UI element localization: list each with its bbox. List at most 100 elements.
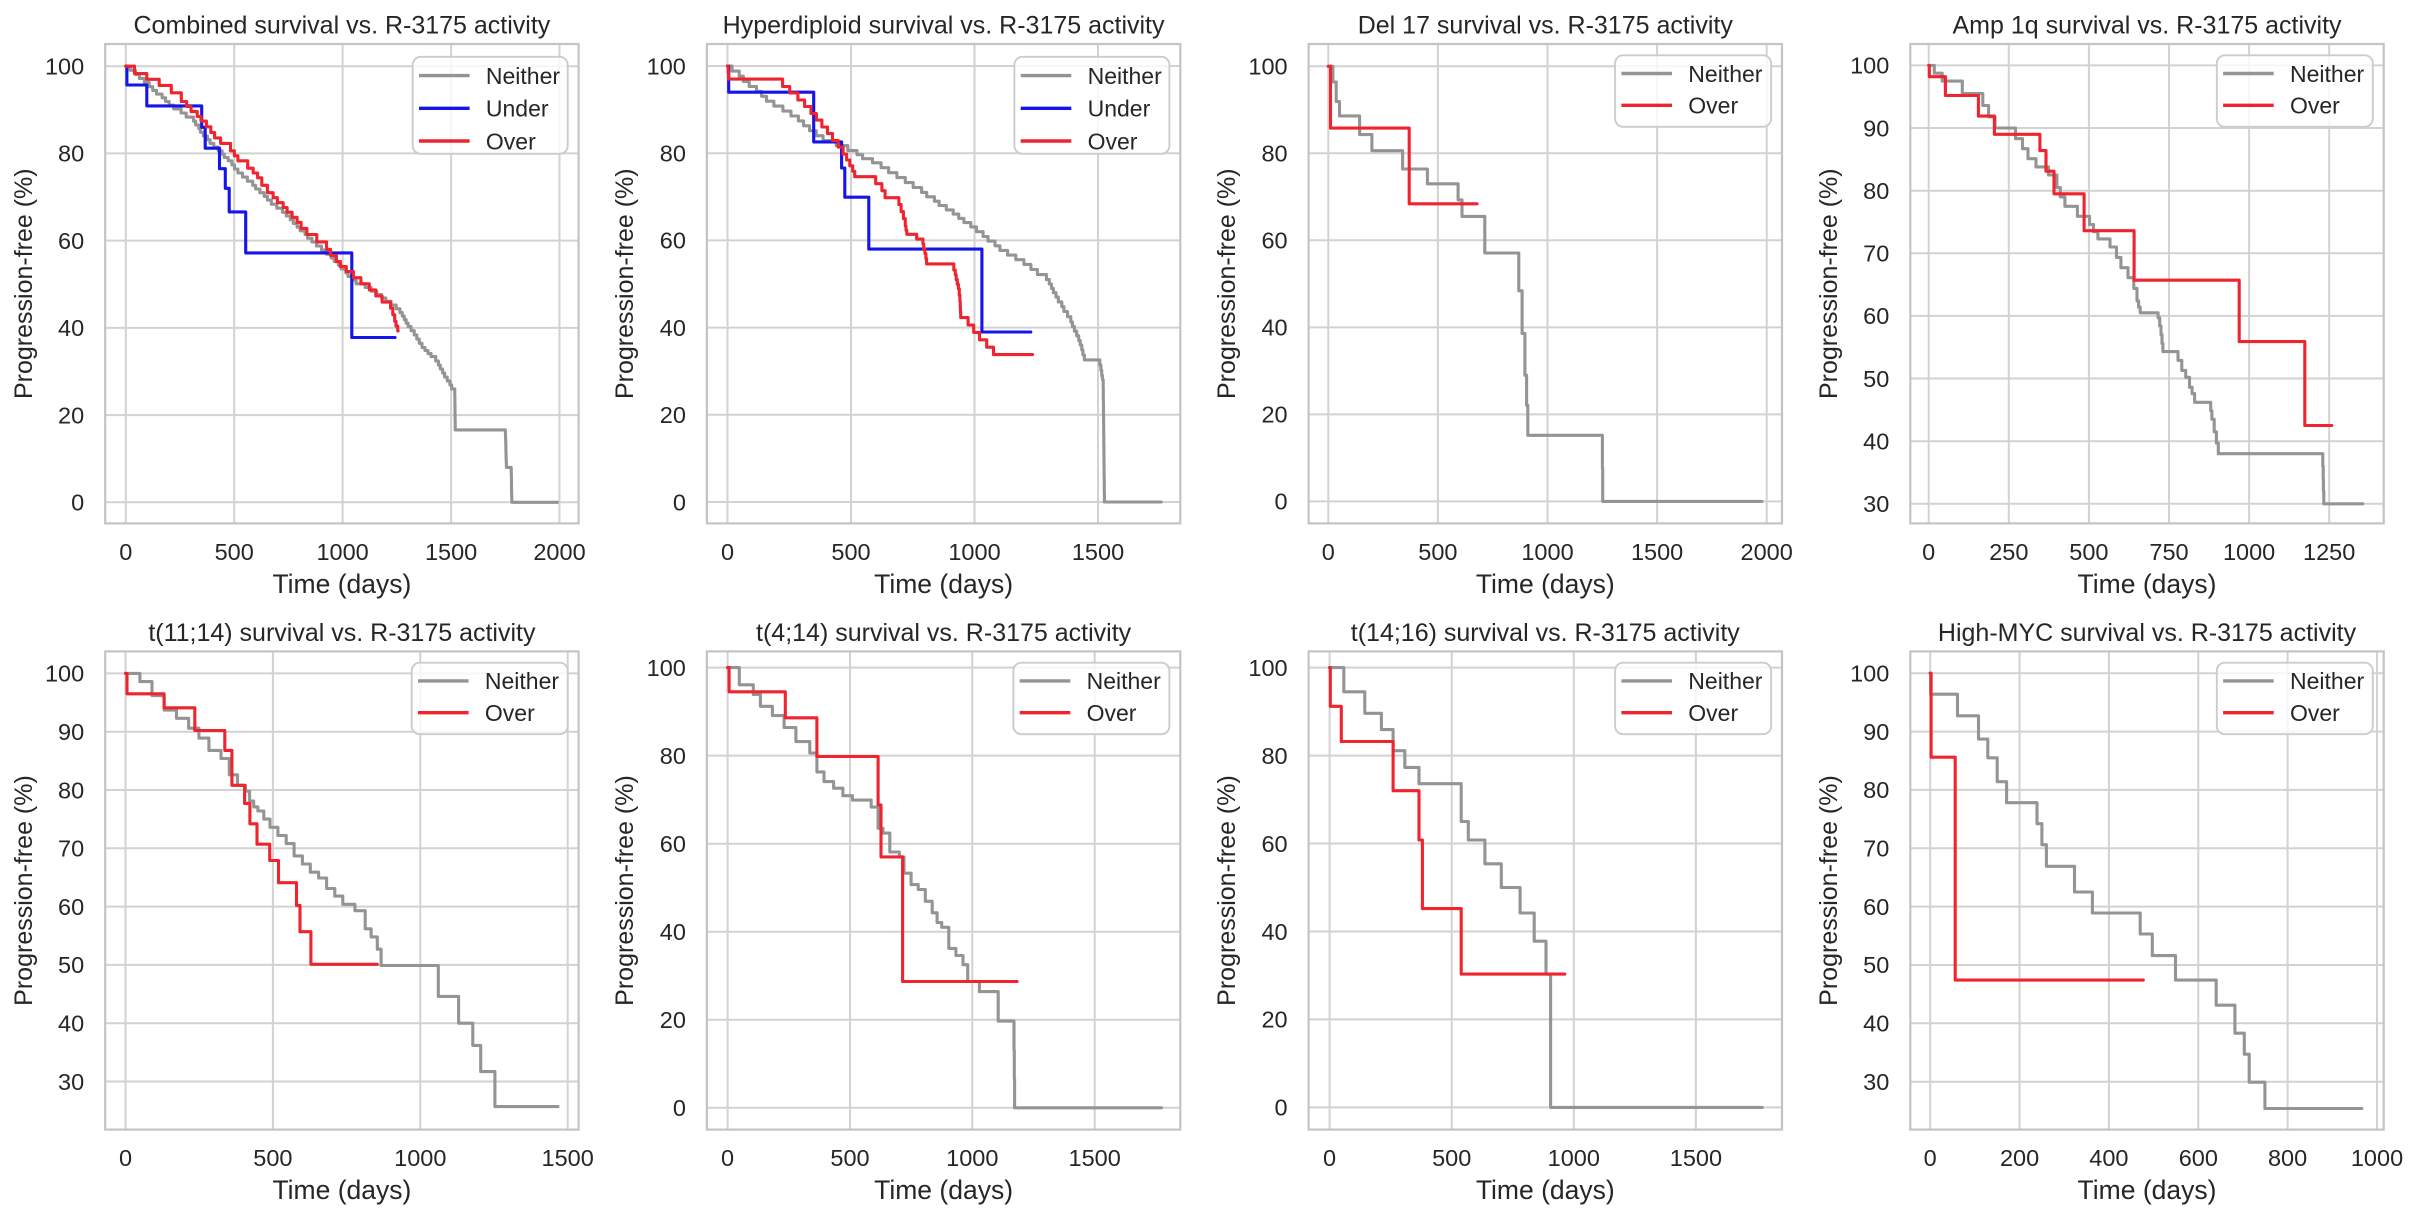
svg-text:1000: 1000 (316, 539, 368, 565)
svg-text:20: 20 (660, 402, 686, 428)
svg-text:1000: 1000 (2351, 1145, 2403, 1171)
svg-text:30: 30 (58, 1069, 84, 1095)
svg-text:80: 80 (1863, 777, 1889, 803)
svg-text:20: 20 (1261, 402, 1287, 428)
svg-text:1250: 1250 (2303, 539, 2355, 565)
svg-text:100: 100 (1850, 53, 1889, 79)
svg-text:800: 800 (2268, 1145, 2307, 1171)
svg-text:100: 100 (45, 661, 84, 687)
svg-text:30: 30 (1863, 1069, 1889, 1095)
svg-text:Time (days): Time (days) (874, 1175, 1013, 1205)
svg-text:1500: 1500 (1072, 539, 1124, 565)
svg-text:60: 60 (58, 894, 84, 920)
svg-text:80: 80 (660, 141, 686, 167)
svg-text:40: 40 (660, 315, 686, 341)
svg-text:500: 500 (2069, 539, 2108, 565)
svg-text:60: 60 (1261, 831, 1287, 857)
svg-text:Time (days): Time (days) (874, 569, 1013, 599)
svg-text:80: 80 (660, 743, 686, 769)
svg-text:Progression-free (%): Progression-free (%) (1815, 775, 1843, 1006)
svg-text:0: 0 (71, 490, 84, 516)
svg-text:100: 100 (647, 53, 686, 79)
svg-text:Time (days): Time (days) (2078, 1175, 2217, 1205)
svg-text:0: 0 (119, 1145, 132, 1171)
svg-text:40: 40 (58, 315, 84, 341)
svg-text:60: 60 (1863, 894, 1889, 920)
svg-text:60: 60 (1863, 303, 1889, 329)
svg-text:100: 100 (647, 655, 686, 681)
svg-text:40: 40 (1261, 919, 1287, 945)
svg-text:Del 17 survival vs. R-3175 act: Del 17 survival vs. R-3175 activity (1358, 12, 1734, 40)
svg-text:Neither: Neither (1688, 668, 1762, 694)
svg-text:1000: 1000 (1521, 539, 1573, 565)
svg-text:0: 0 (1922, 539, 1935, 565)
svg-text:Over: Over (2290, 93, 2340, 119)
svg-text:60: 60 (58, 228, 84, 254)
svg-text:40: 40 (1863, 429, 1889, 455)
svg-text:1000: 1000 (394, 1145, 446, 1171)
svg-text:1500: 1500 (425, 539, 477, 565)
svg-text:100: 100 (45, 54, 84, 80)
svg-text:0: 0 (673, 489, 686, 515)
svg-text:2000: 2000 (1741, 539, 1793, 565)
svg-text:250: 250 (1989, 539, 2028, 565)
svg-text:0: 0 (721, 1145, 734, 1171)
svg-text:60: 60 (660, 831, 686, 857)
svg-text:20: 20 (660, 1007, 686, 1033)
svg-text:400: 400 (2089, 1145, 2128, 1171)
svg-text:Over: Over (1688, 93, 1738, 119)
svg-text:500: 500 (831, 539, 870, 565)
svg-text:80: 80 (1261, 141, 1287, 167)
svg-text:Time (days): Time (days) (1476, 569, 1615, 599)
svg-text:Hyperdiploid survival vs. R-31: Hyperdiploid survival vs. R-3175 activit… (723, 12, 1165, 40)
svg-text:40: 40 (1863, 1011, 1889, 1037)
svg-text:1000: 1000 (2223, 539, 2275, 565)
svg-text:100: 100 (1248, 54, 1287, 80)
svg-text:100: 100 (1850, 661, 1889, 687)
svg-text:Over: Over (2290, 700, 2340, 726)
svg-text:0: 0 (1275, 1095, 1288, 1121)
svg-text:Over: Over (486, 128, 536, 154)
svg-text:Neither: Neither (1087, 668, 1161, 694)
svg-text:500: 500 (215, 539, 254, 565)
svg-text:Progression-free (%): Progression-free (%) (1213, 775, 1241, 1006)
svg-text:500: 500 (253, 1145, 292, 1171)
svg-text:1500: 1500 (542, 1145, 594, 1171)
svg-text:70: 70 (58, 836, 84, 862)
svg-text:1500: 1500 (1670, 1145, 1722, 1171)
svg-text:60: 60 (1261, 228, 1287, 254)
svg-text:500: 500 (830, 1145, 869, 1171)
svg-text:Neither: Neither (2290, 61, 2364, 87)
svg-text:90: 90 (58, 719, 84, 745)
svg-text:Neither: Neither (1088, 63, 1162, 89)
svg-text:90: 90 (1863, 115, 1889, 141)
svg-text:Progression-free (%): Progression-free (%) (1213, 168, 1241, 399)
svg-text:1000: 1000 (1548, 1145, 1600, 1171)
svg-text:100: 100 (1248, 655, 1287, 681)
svg-text:Time (days): Time (days) (272, 569, 411, 599)
svg-text:70: 70 (1863, 836, 1889, 862)
svg-text:Over: Over (1087, 700, 1137, 726)
svg-text:Neither: Neither (486, 63, 560, 89)
svg-text:Progression-free (%): Progression-free (%) (1815, 168, 1843, 399)
svg-text:750: 750 (2149, 539, 2188, 565)
svg-text:200: 200 (2000, 1145, 2039, 1171)
svg-text:1500: 1500 (1631, 539, 1683, 565)
svg-text:t(4;14) survival vs. R-3175 ac: t(4;14) survival vs. R-3175 activity (756, 619, 1132, 647)
svg-text:20: 20 (1261, 1007, 1287, 1033)
svg-text:0: 0 (119, 539, 132, 565)
svg-text:40: 40 (1261, 315, 1287, 341)
svg-text:0: 0 (1323, 1145, 1336, 1171)
svg-text:0: 0 (1322, 539, 1335, 565)
svg-text:Progression-free (%): Progression-free (%) (611, 775, 639, 1006)
svg-text:Under: Under (1088, 96, 1151, 122)
svg-text:t(14;16) survival vs. R-3175 a: t(14;16) survival vs. R-3175 activity (1351, 619, 1741, 647)
svg-text:Under: Under (486, 96, 549, 122)
svg-text:500: 500 (1418, 539, 1457, 565)
svg-text:80: 80 (58, 777, 84, 803)
svg-text:Time (days): Time (days) (1476, 1175, 1615, 1205)
svg-text:Time (days): Time (days) (272, 1175, 411, 1205)
svg-text:Over: Over (1688, 700, 1738, 726)
svg-text:600: 600 (2179, 1145, 2218, 1171)
svg-text:2000: 2000 (533, 539, 585, 565)
